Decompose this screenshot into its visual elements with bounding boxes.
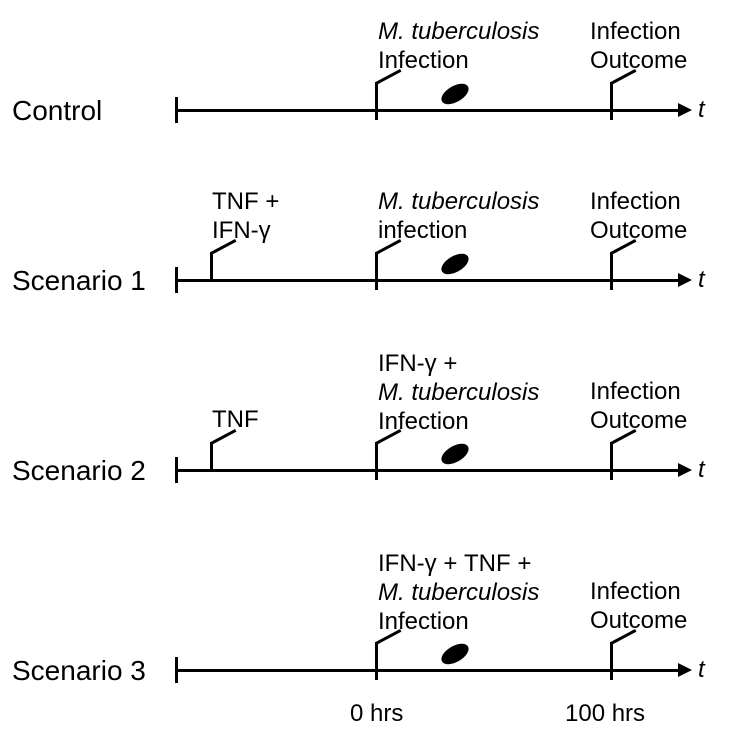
bacterium-oval-scenario2: [438, 440, 472, 469]
outcome-label-control: InfectionOutcome: [590, 18, 687, 76]
pretreat-scenario2-flag-stem: [210, 442, 213, 470]
tick100-control: [610, 100, 613, 120]
t-label-control: t: [698, 96, 705, 124]
row-label-scenario3: Scenario 3: [12, 655, 146, 687]
tick0-scenario2: [375, 460, 378, 480]
arrowhead-scenario2: [678, 463, 692, 477]
bacterium-oval-scenario3: [438, 640, 472, 669]
row-label-scenario1: Scenario 1: [12, 265, 146, 297]
bacterium-oval-scenario1: [438, 250, 472, 279]
timeline-scenario2: [175, 469, 680, 472]
arrowhead-scenario3: [678, 663, 692, 677]
timeline-control: [175, 109, 680, 112]
tick100-scenario2: [610, 460, 613, 480]
outcome-label-scenario3: InfectionOutcome: [590, 578, 687, 636]
axis-0hrs: 0 hrs: [350, 700, 403, 728]
infection-label-control: M. tuberculosisInfection: [378, 18, 539, 76]
pretreat-scenario1-flag-stem: [210, 252, 213, 280]
tick100-scenario1: [610, 270, 613, 290]
bacterium-oval-control: [438, 80, 472, 109]
timeline-diagram: Control t M. tuberculosisInfection Infectio…: [0, 0, 750, 744]
arrowhead-control: [678, 103, 692, 117]
tick0-scenario3: [375, 660, 378, 680]
outcome-label-scenario1: InfectionOutcome: [590, 188, 687, 246]
arrowhead-scenario1: [678, 273, 692, 287]
tick0-scenario1: [375, 270, 378, 290]
timeline-scenario3: [175, 669, 680, 672]
row-label-scenario2: Scenario 2: [12, 455, 146, 487]
infection-label-scenario2: IFN-γ +M. tuberculosisInfection: [378, 350, 539, 436]
pretreat-label-scenario1: TNF +IFN-γ: [212, 188, 279, 246]
timeline-scenario1: [175, 279, 680, 282]
tick100-scenario3: [610, 660, 613, 680]
t-label-scenario3: t: [698, 656, 705, 684]
row-label-control: Control: [12, 95, 102, 127]
t-label-scenario1: t: [698, 266, 705, 294]
infection-label-scenario1: M. tuberculosisinfection: [378, 188, 539, 246]
tick0-control: [375, 100, 378, 120]
outcome-label-scenario2: InfectionOutcome: [590, 378, 687, 436]
pretreat-label-scenario2: TNF: [212, 406, 259, 435]
axis-100hrs: 100 hrs: [565, 700, 645, 728]
t-label-scenario2: t: [698, 456, 705, 484]
infection-label-scenario3: IFN-γ + TNF +M. tuberculosisInfection: [378, 550, 539, 636]
